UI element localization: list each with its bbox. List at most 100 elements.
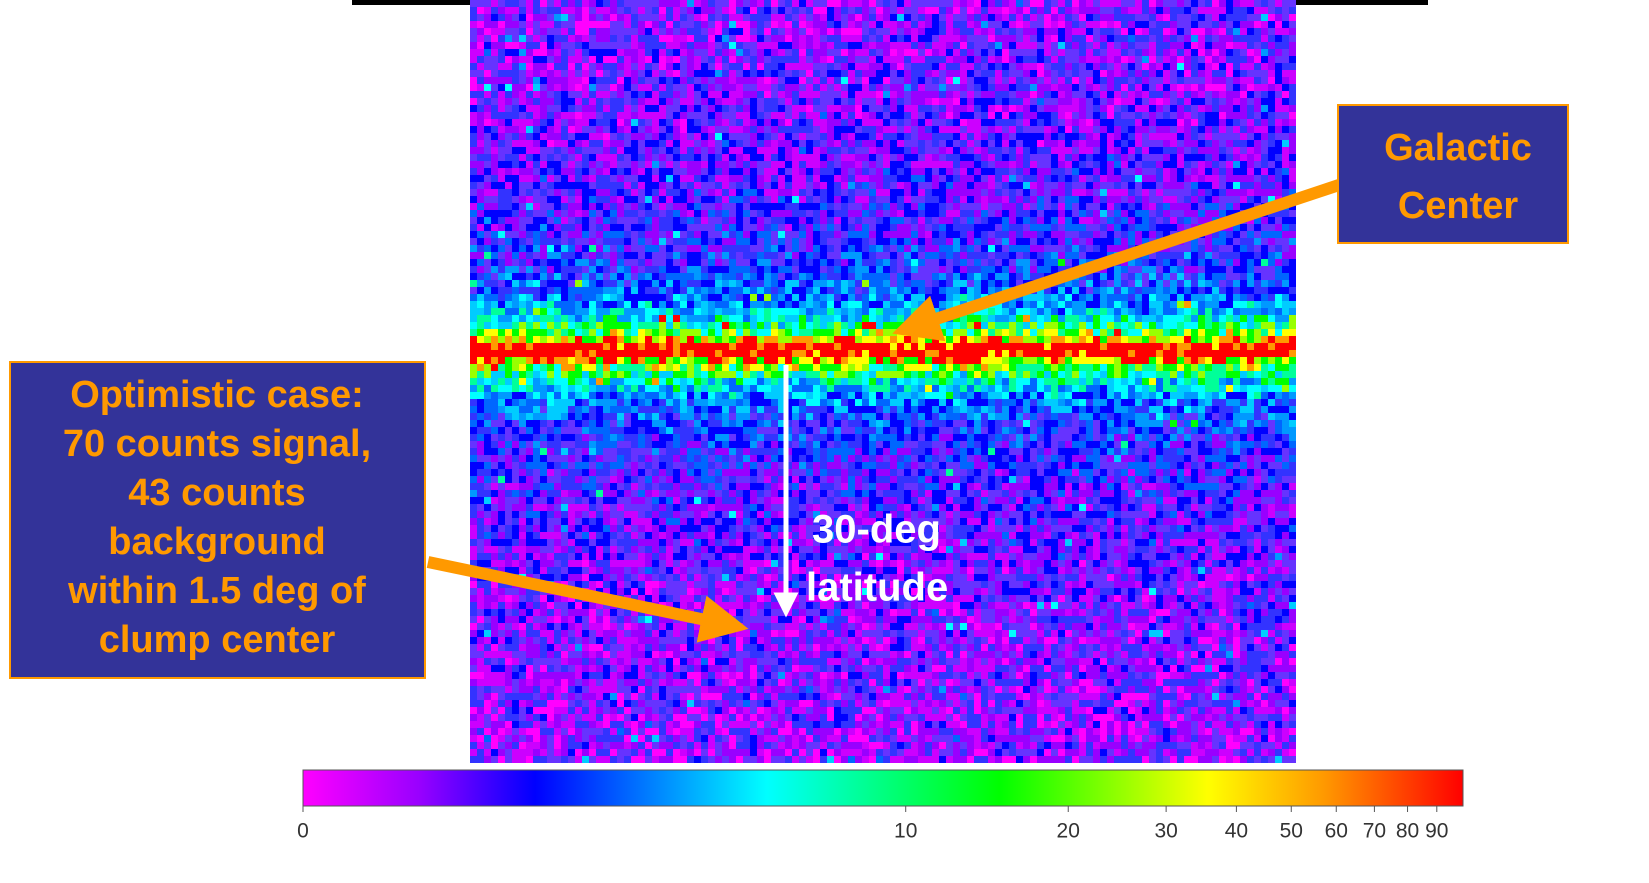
sky-pixel [806,112,813,119]
sky-pixel [1107,105,1114,112]
sky-pixel [932,217,939,224]
sky-pixel [834,161,841,168]
sky-pixel [1016,0,1023,7]
sky-pixel [946,28,953,35]
sky-pixel [498,210,505,217]
sky-pixel [995,147,1002,154]
sky-pixel [575,119,582,126]
sky-pixel [1065,189,1072,196]
sky-pixel [1226,280,1233,287]
sky-pixel [631,196,638,203]
sky-pixel [1142,105,1149,112]
sky-pixel [834,245,841,252]
sky-pixel [806,238,813,245]
sky-pixel [659,77,666,84]
sky-pixel [1107,7,1114,14]
sky-pixel [722,266,729,273]
sky-pixel [736,77,743,84]
sky-pixel [659,119,666,126]
sky-pixel [575,196,582,203]
sky-pixel [1065,210,1072,217]
sky-pixel [918,91,925,98]
sky-pixel [939,70,946,77]
sky-pixel [715,98,722,105]
sky-pixel [813,49,820,56]
sky-pixel [589,252,596,259]
sky-pixel [904,84,911,91]
sky-pixel [953,119,960,126]
sky-pixel [631,98,638,105]
sky-pixel [1030,42,1037,49]
sky-pixel [554,245,561,252]
sky-pixel [722,84,729,91]
sky-pixel [1142,217,1149,224]
sky-pixel [757,42,764,49]
sky-pixel [1023,140,1030,147]
sky-pixel [778,182,785,189]
sky-pixel [561,245,568,252]
sky-pixel [1212,91,1219,98]
sky-pixel [806,49,813,56]
sky-pixel [1254,77,1261,84]
sky-pixel [484,294,491,301]
sky-pixel [575,126,582,133]
sky-pixel [624,266,631,273]
sky-pixel [988,196,995,203]
sky-pixel [1051,77,1058,84]
sky-pixel [701,70,708,77]
sky-pixel [554,217,561,224]
sky-pixel [1030,133,1037,140]
sky-pixel [708,210,715,217]
sky-pixel [995,0,1002,7]
sky-pixel [883,224,890,231]
sky-pixel [918,175,925,182]
sky-pixel [1149,70,1156,77]
sky-pixel [617,182,624,189]
sky-pixel [918,224,925,231]
sky-pixel [1135,119,1142,126]
sky-pixel [827,287,834,294]
sky-pixel [554,182,561,189]
sky-pixel [1079,42,1086,49]
sky-pixel [1205,140,1212,147]
sky-pixel [953,259,960,266]
sky-pixel [1023,245,1030,252]
sky-pixel [575,21,582,28]
sky-pixel [1121,35,1128,42]
sky-pixel [561,49,568,56]
sky-pixel [1268,98,1275,105]
sky-pixel [925,56,932,63]
sky-pixel [631,189,638,196]
sky-pixel [1156,280,1163,287]
sky-pixel [652,238,659,245]
sky-pixel [1051,91,1058,98]
sky-pixel [1177,49,1184,56]
sky-pixel [624,196,631,203]
sky-pixel [715,252,722,259]
sky-pixel [750,77,757,84]
sky-pixel [477,238,484,245]
sky-pixel [491,49,498,56]
sky-pixel [729,231,736,238]
sky-pixel [1170,49,1177,56]
sky-pixel [946,203,953,210]
sky-pixel [820,259,827,266]
sky-pixel [1247,252,1254,259]
sky-pixel [736,182,743,189]
sky-pixel [778,238,785,245]
sky-pixel [806,133,813,140]
sky-pixel [575,63,582,70]
sky-pixel [1107,196,1114,203]
sky-pixel [722,98,729,105]
sky-pixel [1072,154,1079,161]
sky-pixel [1184,119,1191,126]
sky-pixel [1177,7,1184,14]
sky-pixel [911,210,918,217]
sky-pixel [869,189,876,196]
sky-pixel [841,210,848,217]
sky-pixel [533,126,540,133]
sky-pixel [1128,203,1135,210]
sky-pixel [533,77,540,84]
sky-pixel [694,21,701,28]
sky-pixel [1051,259,1058,266]
